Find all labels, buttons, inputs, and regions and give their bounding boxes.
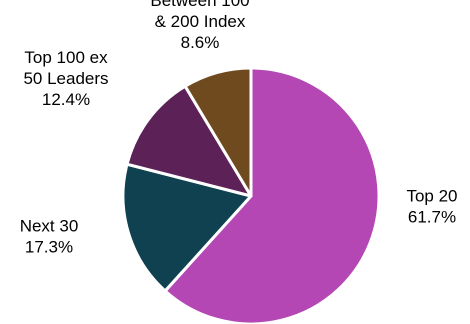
slice-value-text: 61.7% xyxy=(408,208,456,227)
slice-label-2: Top 100 ex 50 Leaders 12.4% xyxy=(23,48,108,109)
slice-label-text: Top 100 ex xyxy=(24,48,108,67)
pie-slices xyxy=(121,66,381,324)
slice-value-text: 12.4% xyxy=(42,90,90,109)
pie-slice-2 xyxy=(125,84,253,198)
slice-label-text: Top 20 xyxy=(406,187,457,206)
pie-slice-1 xyxy=(121,162,253,293)
slice-label-text: Next 30 xyxy=(20,217,79,236)
slice-label-0: Top 20 61.7% xyxy=(406,187,457,227)
slice-value-text: 17.3% xyxy=(25,238,73,257)
pie-slice-3 xyxy=(183,66,253,198)
slice-label-3: Between 100 & 200 Index 8.6% xyxy=(150,0,249,52)
slice-label-text: & 200 Index xyxy=(155,12,246,31)
slice-value-text: 8.6% xyxy=(181,33,220,52)
pie-slice-0 xyxy=(163,66,381,324)
slice-label-1: Next 30 17.3% xyxy=(20,217,79,257)
pie-labels: Top 20 61.7% Next 30 17.3% Top 100 ex 50 Lead… xyxy=(20,0,458,257)
slice-label-text: Between 100 xyxy=(150,0,249,10)
slice-label-text: 50 Leaders xyxy=(23,69,108,88)
